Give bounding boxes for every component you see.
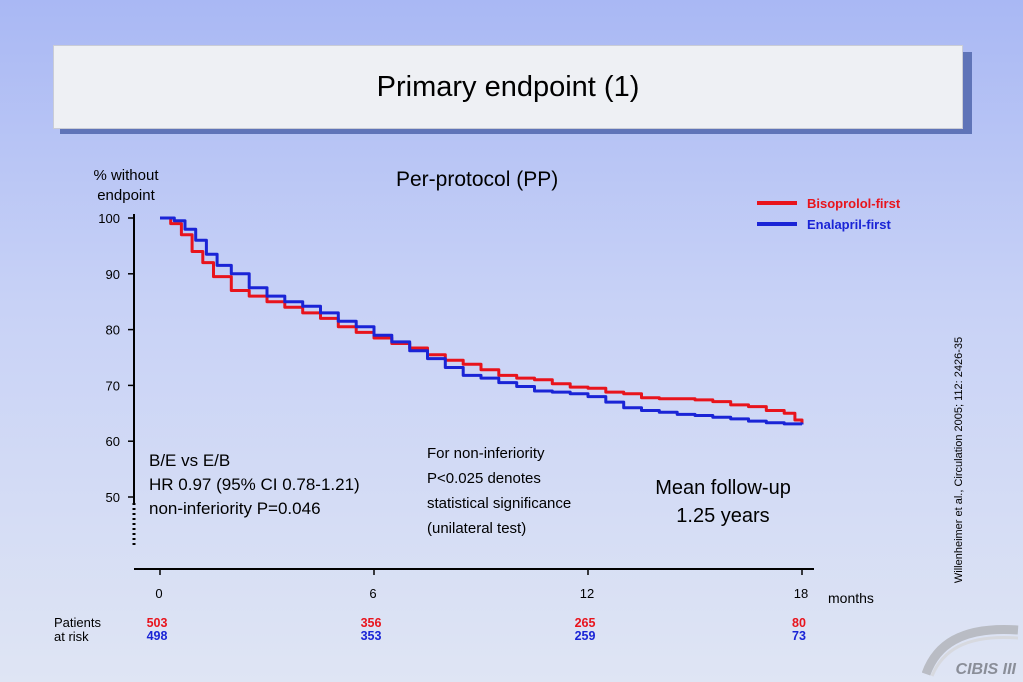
title-banner: Primary endpoint (1) [53, 45, 963, 129]
note-line-4: (unilateral test) [427, 520, 527, 537]
x-tick-label: 0 [155, 586, 162, 601]
legend-label: Enalapril-first [807, 217, 891, 232]
at-risk-label-line1: Patients [54, 615, 101, 630]
patients-at-risk-label: Patients at risk [54, 616, 101, 644]
noninferiority-note: For non-inferiority P<0.025 denotes stat… [427, 441, 571, 541]
mean-followup: Mean follow-up 1.25 years [640, 474, 806, 530]
y-tick-label: 100 [98, 211, 120, 226]
citation: Willenheimer et al., Circulation 2005; 1… [953, 336, 965, 584]
slide-title: Primary endpoint (1) [376, 70, 640, 103]
at-risk-bisoprolol: 356 [361, 616, 382, 630]
legend-label: Bisoprolol-first [807, 196, 901, 211]
legend: Bisoprolol-first Enalapril-first [757, 196, 901, 232]
series-line-bisoprolol [160, 216, 804, 425]
at-risk-enalapril: 73 [792, 629, 806, 643]
y-axis-label-line2: endpoint [97, 187, 155, 204]
stats-line-3: non-inferiority P=0.046 [149, 499, 321, 518]
at-risk-bisoprolol: 265 [575, 616, 596, 630]
y-tick-label: 80 [106, 323, 120, 338]
note-line-3: statistical significance [427, 495, 572, 512]
mean-followup-line2: 1.25 years [676, 505, 770, 527]
mean-followup-line1: Mean follow-up [655, 477, 791, 499]
cibis-logo: CIBIS III [922, 624, 1019, 678]
y-axis-label-line1: % without [93, 167, 159, 184]
at-risk-bisoprolol: 80 [792, 616, 806, 630]
note-line-2: P<0.025 denotes [427, 470, 541, 487]
note-line-1: For non-inferiority [427, 445, 545, 462]
chart-subtitle: Per-protocol (PP) [396, 168, 559, 191]
at-risk-enalapril: 259 [575, 629, 596, 643]
y-tick-label: 70 [106, 378, 120, 393]
at-risk-enalapril: 353 [361, 629, 382, 643]
at-risk-bisoprolol: 503 [147, 616, 168, 630]
x-tick-label: 12 [580, 586, 594, 601]
hazard-ratio-text: B/E vs E/B HR 0.97 (95% CI 0.78-1.21) no… [149, 449, 360, 521]
at-risk-label-line2: at risk [54, 629, 89, 644]
at-risk-enalapril: 498 [147, 629, 168, 643]
y-tick-label: 60 [106, 434, 120, 449]
stats-line-2: HR 0.97 (95% CI 0.78-1.21) [149, 475, 360, 494]
y-axis-label: % without endpoint [86, 166, 166, 206]
series-line-enalapril [160, 216, 804, 426]
stats-line-1: B/E vs E/B [149, 451, 231, 470]
x-tick-label: 18 [794, 586, 808, 601]
x-tick-label: 6 [369, 586, 376, 601]
x-axis-unit-label: months [828, 590, 874, 606]
y-tick-label: 90 [106, 267, 120, 282]
y-tick-label: 50 [106, 490, 120, 505]
logo-text: CIBIS III [956, 661, 1017, 678]
